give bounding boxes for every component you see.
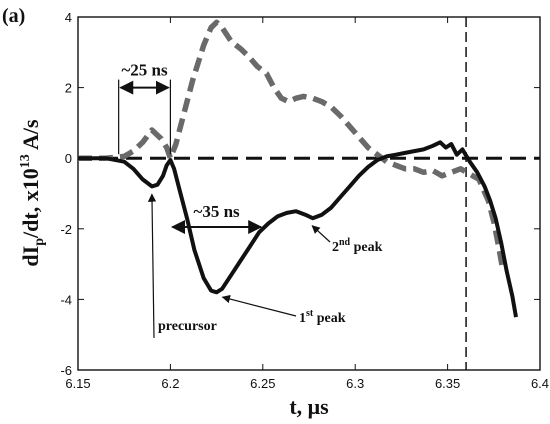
y-tick-label: 0 [65,151,72,166]
y-axis-label-sup: 13 [18,154,33,168]
label-precursor: precursor [158,319,217,334]
label-25ns: ~25 ns [121,61,168,80]
x-tick-label: 6.4 [531,376,549,391]
y-tick-label: -2 [60,222,72,237]
y-axis-label-main: dI [18,246,43,267]
x-axis-label: t, μs [289,394,329,419]
annotations: ~25 ns ~35 ns precursor 1st peak 2nd peak [118,61,383,339]
panel-label: (a) [2,5,25,27]
plot-frame [77,16,541,371]
axis-ticks: 6.15 6.2 6.25 6.3 6.35 6.4 -6 -4 -2 0 2 4 [60,10,549,391]
x-tick-label: 6.15 [65,376,90,391]
y-axis-label-mid: /dt, x10 [18,168,43,239]
x-tick-label: 6.3 [346,376,364,391]
x-tick-label: 6.35 [435,376,460,391]
x-tick-label: 6.25 [250,376,275,391]
y-tick-label: -6 [60,363,72,378]
x-tick-label: 6.2 [161,376,179,391]
label-2nd-peak: 2nd peak [332,237,383,255]
arrow-1st-peak [221,294,297,317]
series-line-dashed [78,19,506,272]
y-axis-label-unit: A/s [18,119,43,154]
arrow-precursor [147,193,157,339]
y-tick-label: -4 [60,292,72,307]
y-tick-label: 4 [65,10,72,25]
label-1st-peak: 1st peak [299,308,346,326]
y-axis-label: dIp/dt, x1013 A/s [18,119,47,267]
series-lines [78,17,540,370]
label-35ns: ~35 ns [194,202,241,221]
y-tick-label: 2 [65,81,72,96]
y-axis-label-sub: p [32,238,47,246]
arrow-2nd-peak [311,225,331,243]
series-line-solid [78,140,518,318]
